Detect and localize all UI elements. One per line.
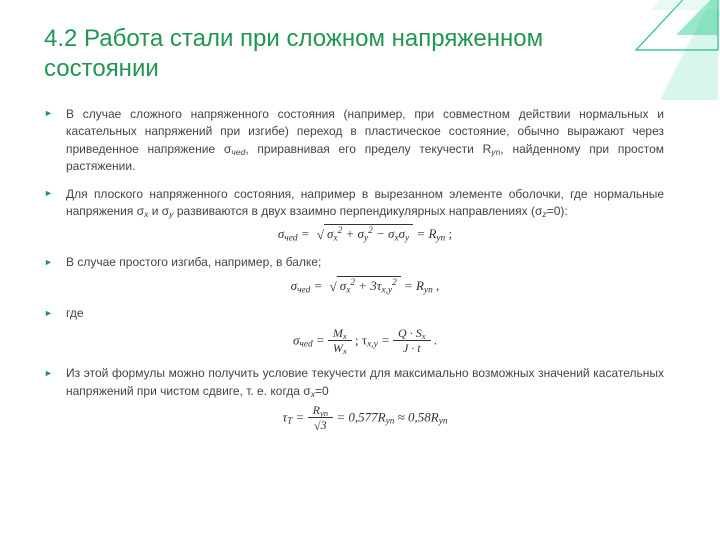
- formula-3: σчed = Mx Wx ; τx,y = Q · Sx J · t .: [66, 327, 664, 356]
- slide-title: 4.2 Работа стали при сложном напряженном…: [44, 24, 664, 84]
- text: =0: [315, 384, 329, 398]
- text: В случае простого изгиба, например, в ба…: [66, 255, 321, 269]
- formula-1: σчed = √σx2 + σy2 − σxσy = Ryn ;: [66, 224, 664, 244]
- slide-content: 4.2 Работа стали при сложном напряженном…: [0, 0, 720, 540]
- text: развиваются в двух взаимно перпендикуляр…: [174, 204, 543, 218]
- text: Из этой формулы можно получить условие т…: [66, 366, 664, 397]
- formula-2: σчed = √σx2 + 3τx,y2 = Ryn ,: [66, 276, 664, 296]
- bullet-item-4: где σчed = Mx Wx ; τx,y = Q · Sx J · t .: [44, 305, 664, 355]
- bullet-item-2: Для плоского напряженного состояния, нап…: [44, 186, 664, 245]
- text: где: [66, 306, 84, 320]
- bullet-item-5: Из этой формулы можно получить условие т…: [44, 365, 664, 432]
- sub: чed: [231, 147, 245, 157]
- bullet-list: В случае сложного напряженного состояния…: [44, 106, 664, 433]
- text: и σ: [148, 204, 169, 218]
- text: , приравнивая его пределу текучести R: [245, 142, 491, 156]
- bullet-item-3: В случае простого изгиба, например, в ба…: [44, 254, 664, 295]
- bullet-item-1: В случае сложного напряженного состояния…: [44, 106, 664, 176]
- formula-4: τT = Ryn √3 = 0,577Ryn ≈ 0,58Ryn: [66, 404, 664, 433]
- text: =0):: [547, 204, 568, 218]
